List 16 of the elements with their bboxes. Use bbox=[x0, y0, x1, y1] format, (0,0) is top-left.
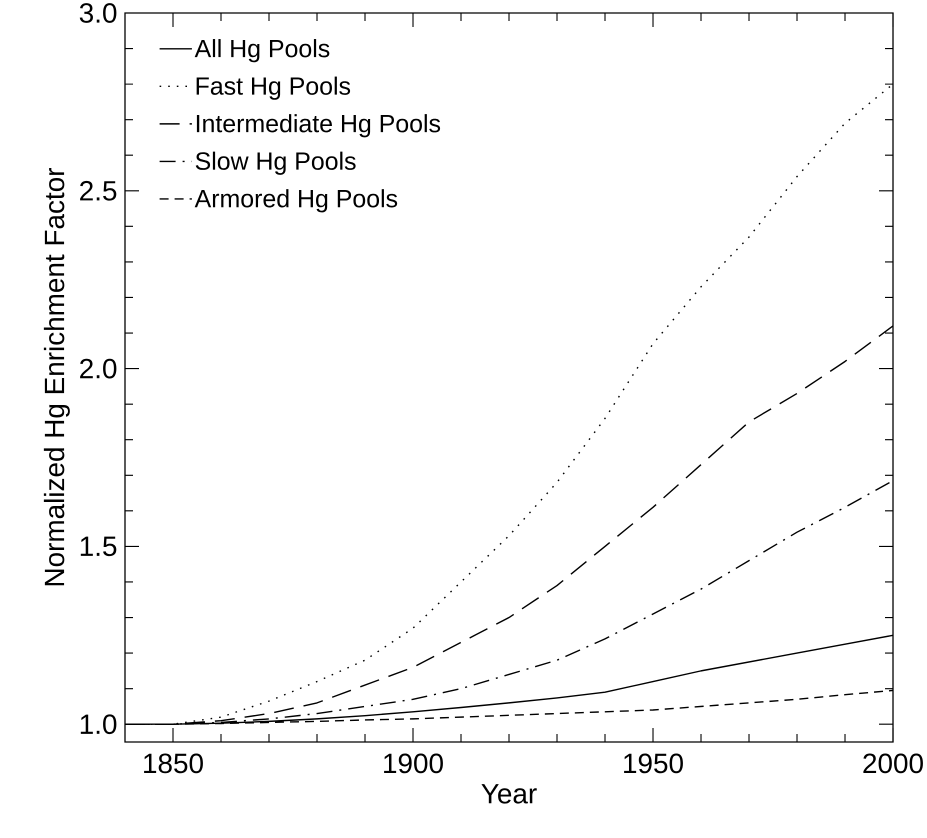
y-tick-label: 3.0 bbox=[80, 3, 116, 23]
y-tick-label: 2.0 bbox=[80, 358, 116, 378]
x-tick-label: 1950 bbox=[624, 754, 683, 774]
x-tick-label: 1850 bbox=[144, 754, 203, 774]
y-tick-label: 1.5 bbox=[80, 536, 116, 556]
y-tick-label: 1.0 bbox=[80, 714, 116, 734]
legend-label: Fast Hg Pools bbox=[196, 76, 350, 100]
y-tick-label: 2.5 bbox=[80, 180, 116, 201]
legend-label: Intermediate Hg Pools bbox=[196, 114, 440, 138]
y-axis-title: Normalized Hg Enrichment Factor bbox=[44, 168, 70, 586]
x-tick-label: 1900 bbox=[384, 754, 443, 774]
x-axis-title: Year bbox=[481, 784, 537, 804]
legend-label: Slow Hg Pools bbox=[196, 152, 356, 175]
legend-label: All Hg Pools bbox=[194, 39, 330, 62]
legend-label: Armored Hg Pools bbox=[194, 189, 398, 212]
x-tick-label: 2000 bbox=[863, 754, 923, 774]
